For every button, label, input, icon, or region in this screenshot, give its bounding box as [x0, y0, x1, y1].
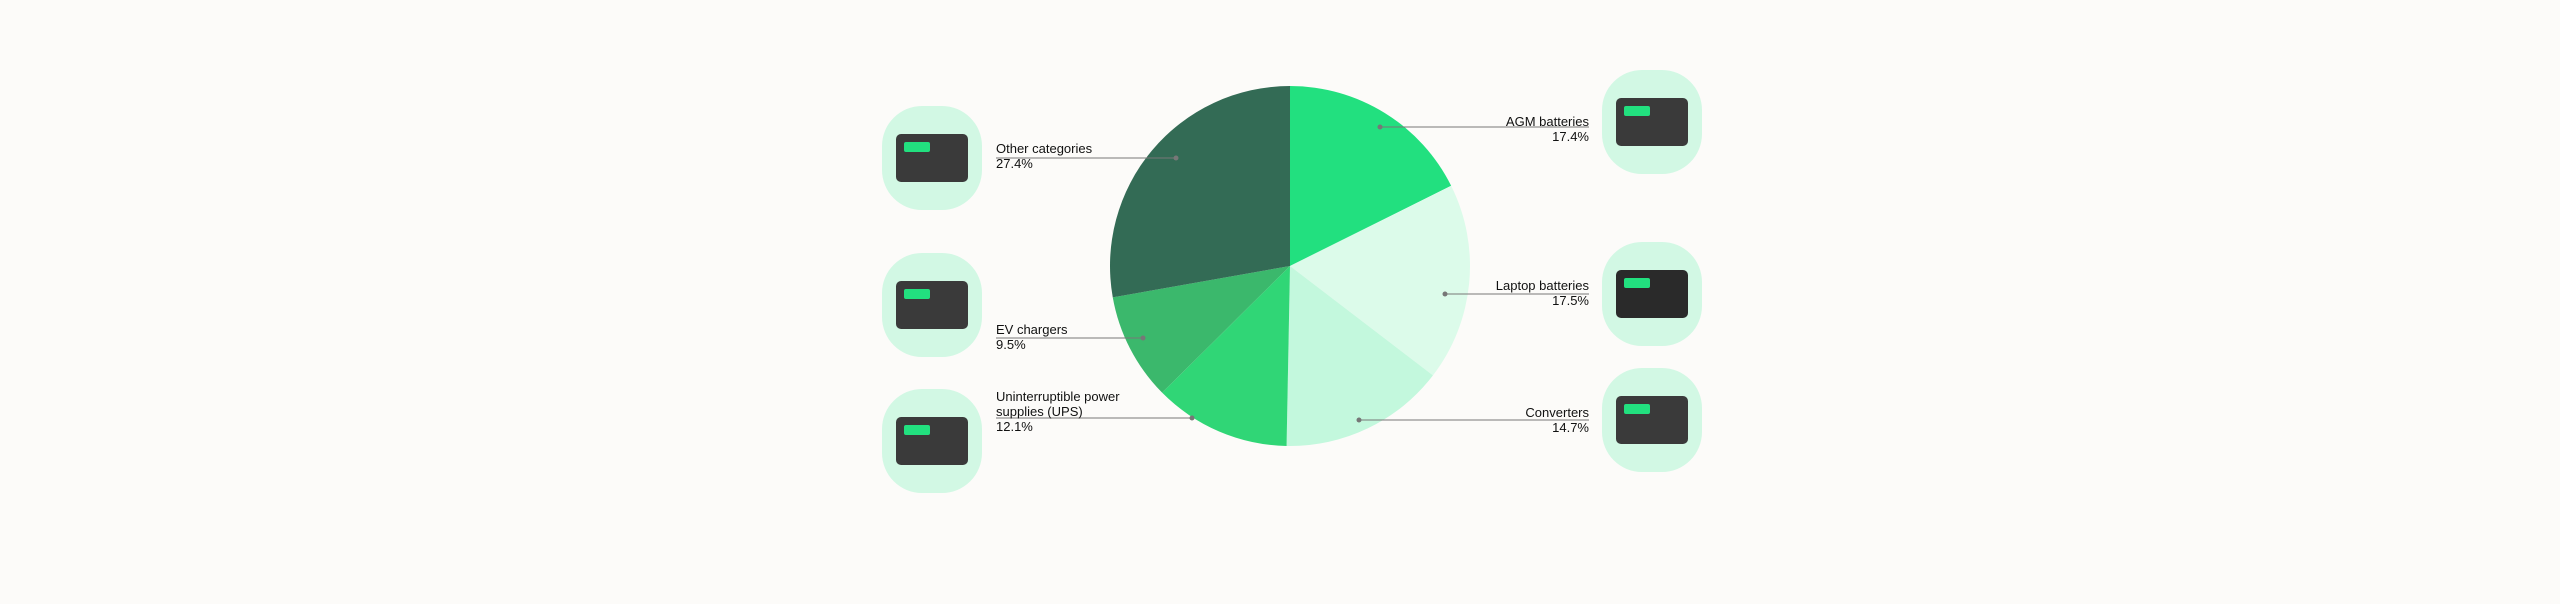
leader-dot — [1173, 155, 1179, 161]
icon — [1616, 396, 1688, 444]
leader-dot — [1140, 335, 1146, 341]
category-name: Other categories — [996, 141, 1093, 156]
icon-body — [896, 281, 968, 329]
icon-body — [1616, 98, 1688, 146]
value-label: 17.5% — [1552, 293, 1589, 308]
pie-slice — [1290, 185, 1470, 376]
leader-dot — [1189, 415, 1195, 421]
icon-body — [1616, 270, 1688, 318]
value-label: 9.5% — [996, 337, 1026, 352]
value-label: 27.4% — [996, 156, 1033, 171]
icon-body — [1616, 396, 1688, 444]
slice-label: EV chargers 9.5% — [996, 322, 1128, 352]
category-name: Laptop batteries — [1495, 278, 1589, 293]
icon-accent — [1624, 278, 1650, 288]
pie-slice — [1286, 266, 1433, 446]
slice-label: Laptop batteries 17.5% — [1409, 278, 1589, 308]
icon-body — [896, 417, 968, 465]
pie-slice — [1110, 86, 1290, 298]
icon-accent — [1624, 404, 1650, 414]
value-label: 14.7% — [1552, 420, 1589, 435]
pie-slice — [1162, 266, 1290, 446]
leader-dot — [1377, 124, 1383, 130]
category-name: AGM batteries — [1505, 114, 1589, 129]
category-name: Uninterruptible power supplies (UPS) — [996, 389, 1120, 419]
leader-dot — [1356, 417, 1362, 423]
value-label: 12.1% — [996, 419, 1033, 434]
icon — [1616, 270, 1688, 318]
icon — [896, 134, 968, 182]
value-label: 17.4% — [1552, 129, 1589, 144]
icon-accent — [904, 425, 930, 435]
slice-label: AGM batteries 17.4% — [1409, 114, 1589, 144]
category-name: EV chargers — [996, 322, 1068, 337]
slice-label: Uninterruptible power supplies (UPS) 12.1… — [996, 389, 1128, 434]
icon-body — [896, 134, 968, 182]
icon-accent — [1624, 106, 1650, 116]
icon-accent — [904, 142, 930, 152]
leader-dot — [1442, 291, 1448, 297]
category-name: Converters — [1525, 405, 1589, 420]
icon-accent — [904, 289, 930, 299]
icon — [1616, 98, 1688, 146]
pie-slice — [1112, 266, 1290, 393]
icon — [896, 417, 968, 465]
icon — [896, 281, 968, 329]
pie-slice — [1290, 85, 1452, 266]
slice-label: Other categories 27.4% — [996, 141, 1128, 171]
slice-label: Converters 14.7% — [1409, 405, 1589, 435]
